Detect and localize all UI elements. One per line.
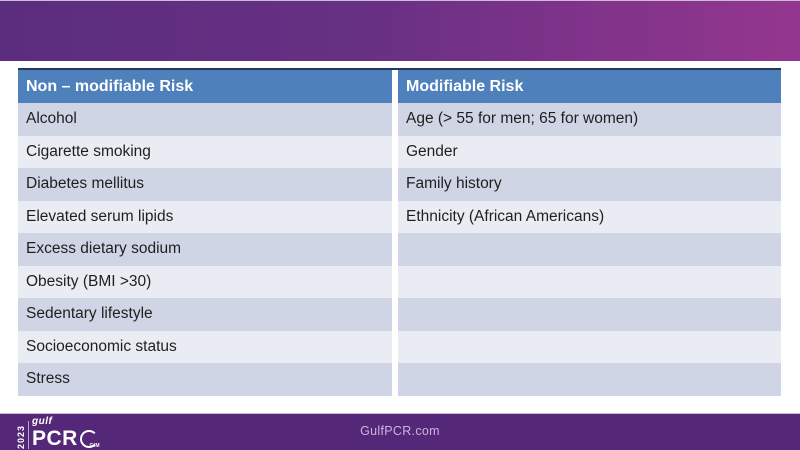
logo-wordmark: gulf PCR: [32, 416, 78, 450]
table-row: Cigarette smoking Gender: [18, 135, 781, 168]
table-cell: [398, 330, 781, 363]
table-cell: Sedentary lifestyle: [18, 298, 392, 331]
column-gutter: [392, 135, 398, 168]
table-row: Sedentary lifestyle: [18, 298, 781, 331]
table-cell: Excess dietary sodium: [18, 233, 392, 266]
column-gutter: [392, 330, 398, 363]
logo-gim-text: GIM: [89, 443, 100, 449]
table-cell: Obesity (BMI >30): [18, 265, 392, 298]
table-cell: Ethnicity (African Americans): [398, 200, 781, 233]
website-text: GulfPCR.com: [360, 424, 440, 438]
table-row: Elevated serum lipids Ethnicity (African…: [18, 200, 781, 233]
gim-circle-icon: GIM: [79, 430, 100, 449]
table-row: Socioeconomic status: [18, 330, 781, 363]
table-body: Alcohol Age (> 55 for men; 65 for women)…: [18, 103, 781, 396]
risk-factors-table: Non – modifiable Risk Modifiable Risk Al…: [18, 68, 781, 396]
table-cell: Socioeconomic status: [18, 330, 392, 363]
logo-pcr-text: PCR: [32, 427, 78, 450]
table-cell: Gender: [398, 135, 781, 168]
footer-bar: 2023 gulf PCR GIM GulfPCR.com: [0, 413, 800, 450]
table-cell: Stress: [18, 363, 392, 396]
table-row: Alcohol Age (> 55 for men; 65 for women): [18, 103, 781, 136]
column-gutter: [392, 103, 398, 136]
gulfpcr-logo: 2023 gulf PCR GIM: [16, 416, 100, 450]
table-cell: Age (> 55 for men; 65 for women): [398, 103, 781, 136]
column-gutter: [392, 298, 398, 331]
column-gutter: [392, 70, 398, 103]
column-gutter: [392, 233, 398, 266]
table-cell: Family history: [398, 168, 781, 201]
table-cell: [398, 233, 781, 266]
table-cell: Cigarette smoking: [18, 135, 392, 168]
table-cell: Diabetes mellitus: [18, 168, 392, 201]
table-cell: [398, 298, 781, 331]
column-header-modifiable: Modifiable Risk: [398, 70, 781, 103]
table-cell: [398, 363, 781, 396]
column-gutter: [392, 168, 398, 201]
table-cell: Elevated serum lipids: [18, 200, 392, 233]
logo-divider: [28, 421, 29, 449]
column-header-non-modifiable: Non – modifiable Risk: [18, 70, 392, 103]
table-row: Stress: [18, 363, 781, 396]
table-row: Obesity (BMI >30): [18, 265, 781, 298]
logo-gulf-text: gulf: [32, 416, 53, 427]
table-row: Excess dietary sodium: [18, 233, 781, 266]
column-gutter: [392, 265, 398, 298]
title-banner: [0, 0, 800, 61]
column-gutter: [392, 363, 398, 396]
column-gutter: [392, 200, 398, 233]
table-row: Diabetes mellitus Family history: [18, 168, 781, 201]
table-cell: [398, 265, 781, 298]
gim-circle-shape: [79, 430, 98, 448]
table-header-row: Non – modifiable Risk Modifiable Risk: [18, 70, 781, 103]
table-cell: Alcohol: [18, 103, 392, 136]
